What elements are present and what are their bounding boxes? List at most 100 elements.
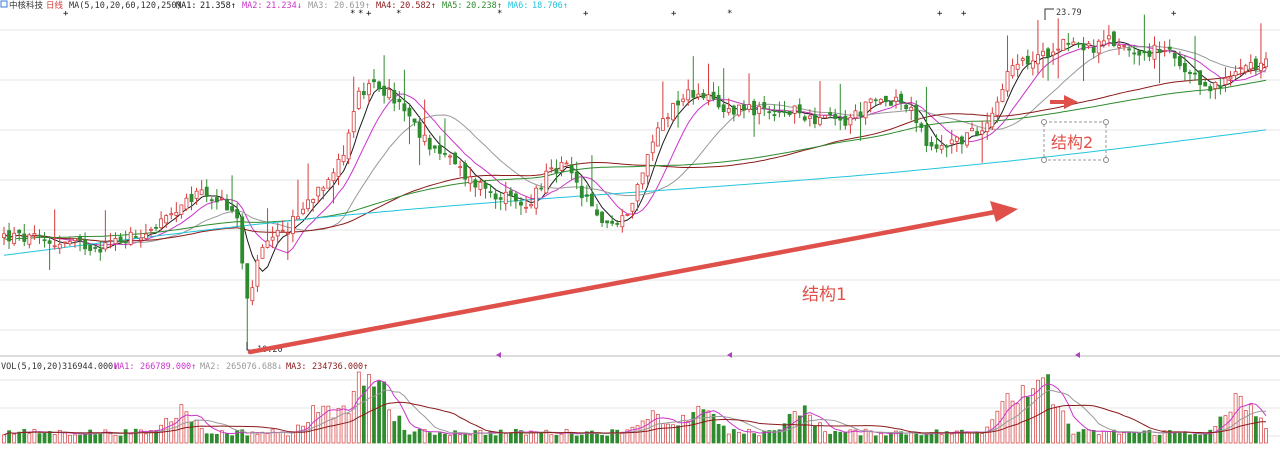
candle-body [118,236,123,243]
volume-bar [1152,435,1157,444]
candle-body [1010,65,1015,77]
divider-markers [496,352,1080,358]
volume-bar [1233,393,1238,444]
candle-body [513,193,518,202]
candle-body [179,204,184,215]
volume-bar [503,433,508,444]
volume-bar [194,419,199,444]
candle-body [980,130,985,135]
volume-bar [1066,423,1071,444]
candle-body [747,104,751,110]
volume-bar [944,431,949,444]
high-price-label: 23.79 [1056,8,1082,18]
volume-bar [169,421,174,444]
volume-bar [220,430,224,444]
volume-bar [1091,429,1096,444]
candle-body [7,230,11,242]
candle-body [1036,54,1040,65]
candle-body [873,99,878,102]
candle-body [878,98,883,103]
volume-bar [701,409,706,444]
candle-body [1025,55,1030,65]
volume-bar [894,430,898,444]
volume-bar [554,434,559,444]
volume-bar [777,429,782,444]
volume-bar [661,423,665,444]
divider-marker [727,352,732,358]
candle-body [346,132,351,160]
candle-body [1086,43,1091,47]
plus-marker-icon: + [63,9,69,19]
candle-body [681,98,686,103]
candle-body [1005,71,1010,92]
volume-bar [584,431,589,444]
volume-bar [681,414,686,444]
volume-bar [995,410,1000,444]
volume-bar [144,433,148,444]
volume-bar [407,434,412,444]
volume-bar [133,428,138,444]
high-annotation: 23.79 [1044,8,1082,20]
volume-bar [564,429,569,444]
top-markers: + * * + * * + + * + + + [63,9,1177,19]
candle-body [1188,71,1192,75]
candle-body [280,229,285,232]
volume-bar [417,428,422,444]
candle-body [1061,38,1066,51]
candle-body [706,94,711,101]
candle-body [1248,62,1253,70]
candle-body [508,190,513,197]
volume-bar [1117,433,1121,444]
volume-bar [138,429,143,444]
candle-body [108,240,113,242]
ma6-label: MA6: [508,1,528,11]
candle-body [584,194,589,197]
plus-marker-icon: + [366,9,372,19]
candle-body [899,93,904,104]
volume-bar [878,433,883,444]
candle-body [615,223,620,225]
volume-bar [68,434,72,444]
volume-bar [1086,429,1091,444]
legend-box-icon[interactable] [0,0,8,8]
volume-bar [448,435,452,444]
candle-body [863,101,868,119]
candle-body [138,237,143,241]
volume-bar [731,429,736,444]
candle-body [934,144,939,149]
candle-body [1041,50,1045,56]
candle-body [883,95,888,103]
volume-bar [615,429,620,444]
volume-bar [742,433,746,444]
volume-bar [807,414,812,444]
candle-body [1127,48,1132,51]
candle-body [833,114,838,119]
volume-bar [828,433,832,444]
candle-body [701,92,706,99]
volume-bar [559,433,564,444]
volume-bar [671,424,675,444]
volume-bar [853,429,858,444]
candle-body [640,172,645,185]
volume-bar [1056,406,1061,444]
candle-body [27,234,32,245]
ma2-value: 21.234↓ [266,1,302,11]
candle-body [214,197,219,203]
volume-bar [113,434,118,444]
candle-body [650,141,655,154]
volume-bar [32,429,37,444]
candle-body [174,211,179,216]
volume-bar [1243,410,1248,444]
candle-body [265,240,270,248]
volume-bar [574,435,579,444]
candle-body [965,132,969,146]
volume-bar [240,429,245,444]
candle-body [240,216,245,264]
candle-body [204,186,209,197]
candle-body [1076,42,1081,45]
candle-body [671,103,675,121]
volume-bar [696,405,701,444]
volume-bar [899,431,903,444]
volume-bar [904,434,909,444]
candle-body [564,162,569,165]
